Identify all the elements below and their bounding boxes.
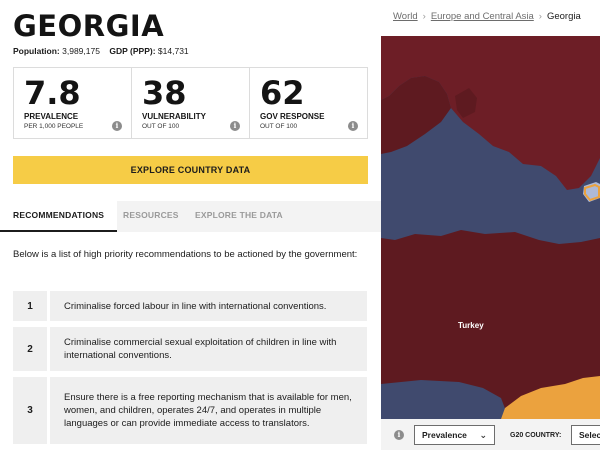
gdp-value: $14,731: [157, 46, 189, 56]
recommendation-number: 1: [13, 291, 47, 321]
page-title: GEORGIA: [13, 9, 165, 43]
tab-bar: RECOMMENDATIONS RESOURCES EXPLORE THE DA…: [0, 201, 381, 232]
country-panel: GEORGIA Population: 3,989,175 GDP (PPP):…: [0, 9, 381, 444]
metric-subtitle: PER 1,000 PEOPLE: [24, 123, 84, 130]
metric-subtitle: OUT OF 100: [142, 123, 180, 130]
tab-recommendations[interactable]: RECOMMENDATIONS: [0, 201, 118, 232]
metric-label: VULNERABILITY: [142, 112, 206, 121]
map-region-georgia-highlight: [584, 183, 600, 202]
g20-country-label: G20 COUNTRY:: [510, 432, 562, 439]
map-footer: i Prevalence ⌄ G20 COUNTRY: Selec: [381, 419, 600, 450]
metric-value: 7.8: [24, 74, 81, 112]
recommendation-number: 3: [13, 377, 47, 444]
info-icon[interactable]: i: [230, 121, 240, 131]
tab-explore-the-data[interactable]: EXPLORE THE DATA: [195, 210, 283, 220]
breadcrumb-world-link[interactable]: World: [393, 11, 418, 22]
gdp-label: GDP (PPP):: [109, 46, 156, 56]
map-region-crimea[interactable]: [455, 88, 477, 118]
map-region-southeast[interactable]: [501, 376, 600, 419]
recommendation-text: Ensure there is a free reporting mechani…: [50, 377, 367, 444]
metric-vulnerability: 38 VULNERABILITY OUT OF 100 i: [132, 68, 250, 138]
metric-gov-response: 62 GOV RESPONSE OUT OF 100 i: [250, 68, 367, 138]
metric-select[interactable]: Prevalence ⌄: [414, 425, 495, 445]
recommendation-item: 2 Criminalise commercial sexual exploita…: [13, 327, 367, 371]
map-panel[interactable]: World › Europe and Central Asia › Georgia Tu…: [381, 0, 600, 450]
metric-label: PREVALENCE: [24, 112, 79, 121]
metric-prevalence: 7.8 PREVALENCE PER 1,000 PEOPLE i: [14, 68, 132, 138]
recommendation-item: 3 Ensure there is a free reporting mecha…: [13, 377, 367, 444]
choropleth-map[interactable]: [381, 36, 600, 419]
country-stats: Population: 3,989,175 GDP (PPP): $14,731: [13, 46, 189, 56]
metrics-row: 7.8 PREVALENCE PER 1,000 PEOPLE i 38 VUL…: [13, 67, 368, 139]
map-region-turkey[interactable]: [381, 230, 600, 419]
map-sea-south: [381, 380, 509, 419]
metric-value: 62: [260, 74, 305, 112]
info-icon[interactable]: i: [394, 430, 404, 440]
recommendation-text: Criminalise commercial sexual exploitati…: [50, 327, 367, 371]
metric-select-value: Prevalence: [422, 430, 467, 440]
g20-country-select[interactable]: Selec: [571, 425, 600, 445]
metric-subtitle: OUT OF 100: [260, 123, 298, 130]
population-label: Population:: [13, 46, 60, 56]
metric-value: 38: [142, 74, 187, 112]
chevron-down-icon: ⌄: [479, 430, 487, 440]
breadcrumb-separator: ›: [422, 11, 426, 22]
explore-country-data-button[interactable]: EXPLORE COUNTRY DATA: [13, 156, 368, 184]
map-region-northwest[interactable]: [381, 76, 451, 154]
info-icon[interactable]: i: [112, 121, 122, 131]
recommendations-intro: Below is a list of high priority recomme…: [13, 249, 358, 260]
info-icon[interactable]: i: [348, 121, 358, 131]
breadcrumb-region-link[interactable]: Europe and Central Asia: [430, 11, 534, 22]
population-value: 3,989,175: [62, 46, 100, 56]
tab-resources[interactable]: RESOURCES: [123, 210, 179, 220]
recommendation-text: Criminalise forced labour in line with i…: [50, 291, 367, 321]
recommendation-number: 2: [13, 327, 47, 371]
breadcrumb: World › Europe and Central Asia › Georgia: [381, 0, 600, 36]
map-region-north[interactable]: [381, 36, 600, 190]
breadcrumb-current: Georgia: [546, 11, 581, 22]
metric-label: GOV RESPONSE: [260, 112, 325, 121]
breadcrumb-separator: ›: [538, 11, 542, 22]
map-label-turkey: Turkey: [458, 321, 484, 330]
recommendation-item: 1 Criminalise forced labour in line with…: [13, 291, 367, 321]
